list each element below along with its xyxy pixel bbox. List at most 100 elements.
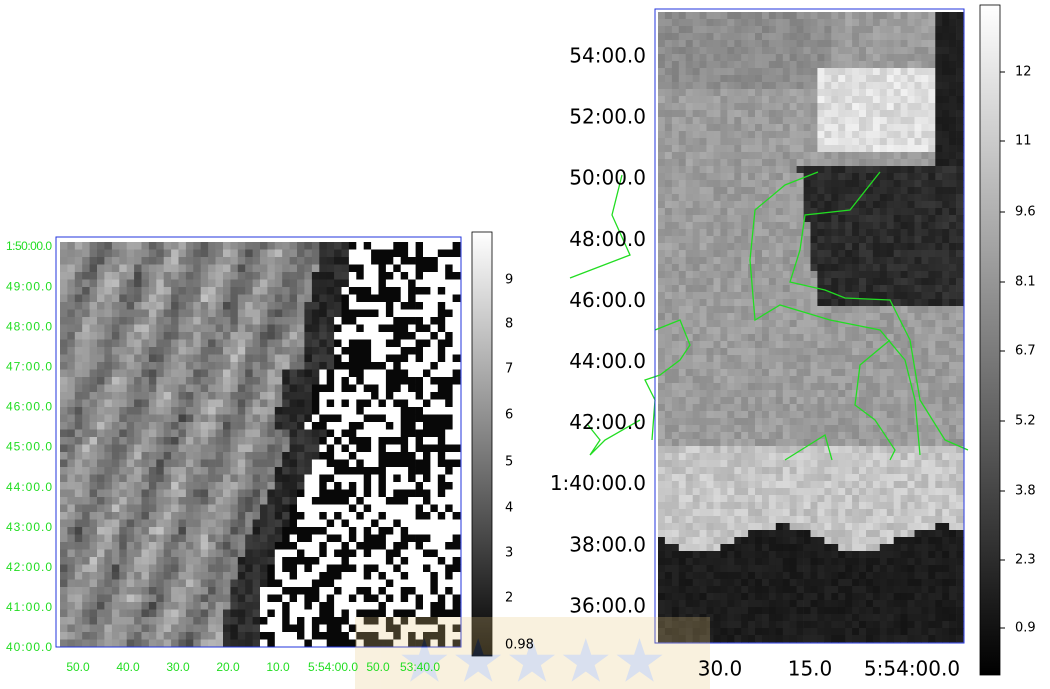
pixel [727,145,734,152]
pixel [665,215,672,222]
pixel [804,278,811,285]
pixel [60,482,68,490]
pixel [783,271,790,278]
pixel [438,527,446,535]
pixel [149,497,157,505]
pixel [887,124,894,131]
pixel [82,400,90,408]
pixel [672,159,679,166]
pixel [401,437,409,445]
pixel [156,610,164,618]
pixel [453,452,461,460]
pixel [134,385,142,393]
pixel [253,437,261,445]
pixel [349,542,357,550]
pixel [720,40,727,47]
pixel [408,265,416,273]
pixel [245,617,253,625]
pixel [386,287,394,295]
pixel [193,445,201,453]
pixel [942,327,949,334]
pixel [956,47,963,54]
pixel [693,180,700,187]
pixel [327,512,335,520]
pixel [282,415,290,423]
pixel [811,75,818,82]
pixel [142,505,150,513]
pixel [741,229,748,236]
pixel [804,131,811,138]
pixel [880,194,887,201]
pixel [790,138,797,145]
pixel [290,295,298,303]
pixel [859,334,866,341]
pixel [142,287,150,295]
pixel [179,400,187,408]
pixel [859,75,866,82]
pixel [379,272,387,280]
pixel [408,332,416,340]
pixel [223,257,231,265]
pixel [267,287,275,295]
pixel [193,632,201,640]
pixel [379,587,387,595]
pixel [824,61,831,68]
pixel [104,520,112,528]
pixel [60,407,68,415]
pixel [873,61,880,68]
pixel [238,490,246,498]
pixel [915,54,922,61]
pixel [416,362,424,370]
pixel [134,310,142,318]
pixel [104,407,112,415]
pixel [342,250,350,258]
pixel [275,625,283,633]
pixel [312,520,320,528]
pixel [253,572,261,580]
pixel [97,482,105,490]
pixel [164,317,172,325]
pixel [208,400,216,408]
pixel [783,257,790,264]
pixel [935,173,942,180]
pixel [887,33,894,40]
pixel [949,145,956,152]
pixel [776,61,783,68]
pixel [859,271,866,278]
pixel [734,173,741,180]
pixel [901,47,908,54]
pixel [179,287,187,295]
pixel [304,287,312,295]
pixel [223,587,231,595]
pixel [838,159,845,166]
pixel [880,54,887,61]
pixel [171,535,179,543]
pixel [119,295,127,303]
pixel [327,400,335,408]
pixel [915,96,922,103]
pixel [223,310,231,318]
pixel [908,117,915,124]
pixel [104,302,112,310]
pixel [60,287,68,295]
pixel [727,54,734,61]
pixel [164,430,172,438]
pixel [149,415,157,423]
pixel [75,385,83,393]
pixel [119,550,127,558]
pixel [156,617,164,625]
pixel [714,194,721,201]
pixel [327,640,335,648]
pixel [430,362,438,370]
pixel [349,265,357,273]
pixel [748,257,755,264]
pixel [290,565,298,573]
pixel [342,505,350,513]
pixel [880,320,887,327]
pixel [423,265,431,273]
pixel [304,385,312,393]
pixel [134,490,142,498]
pixel [393,265,401,273]
pixel [216,527,224,535]
pixel [267,452,275,460]
